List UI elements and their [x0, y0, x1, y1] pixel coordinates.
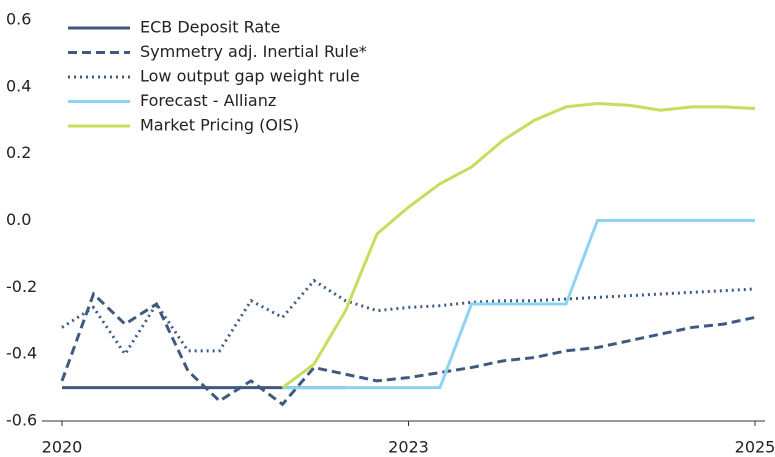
- legend-label: Symmetry adj. Inertial Rule*: [140, 42, 367, 61]
- series-line: [281, 102, 756, 389]
- y-tick-label: 0.4: [6, 76, 31, 95]
- y-tick-label: 0.6: [6, 10, 31, 29]
- y-tick-label: -0.2: [6, 277, 37, 296]
- x-tick-label: 2023: [388, 438, 429, 457]
- legend-label: ECB Deposit Rate: [140, 18, 280, 37]
- legend-label: Forecast - Allianz: [140, 91, 276, 110]
- x-tick-label: 2020: [42, 438, 83, 457]
- legend-label: Market Pricing (OIS): [140, 116, 299, 135]
- y-tick-label: -0.6: [6, 411, 37, 430]
- y-tick-label: 0.2: [6, 143, 31, 162]
- legend-label: Low output gap weight rule: [140, 67, 360, 86]
- series-line: [282, 219, 755, 390]
- series-line: [61, 278, 756, 357]
- y-tick-label: -0.4: [6, 344, 37, 363]
- y-tick-label: 0.0: [6, 210, 31, 229]
- x-tick-label: 2025: [735, 438, 775, 457]
- series-line: [60, 291, 756, 407]
